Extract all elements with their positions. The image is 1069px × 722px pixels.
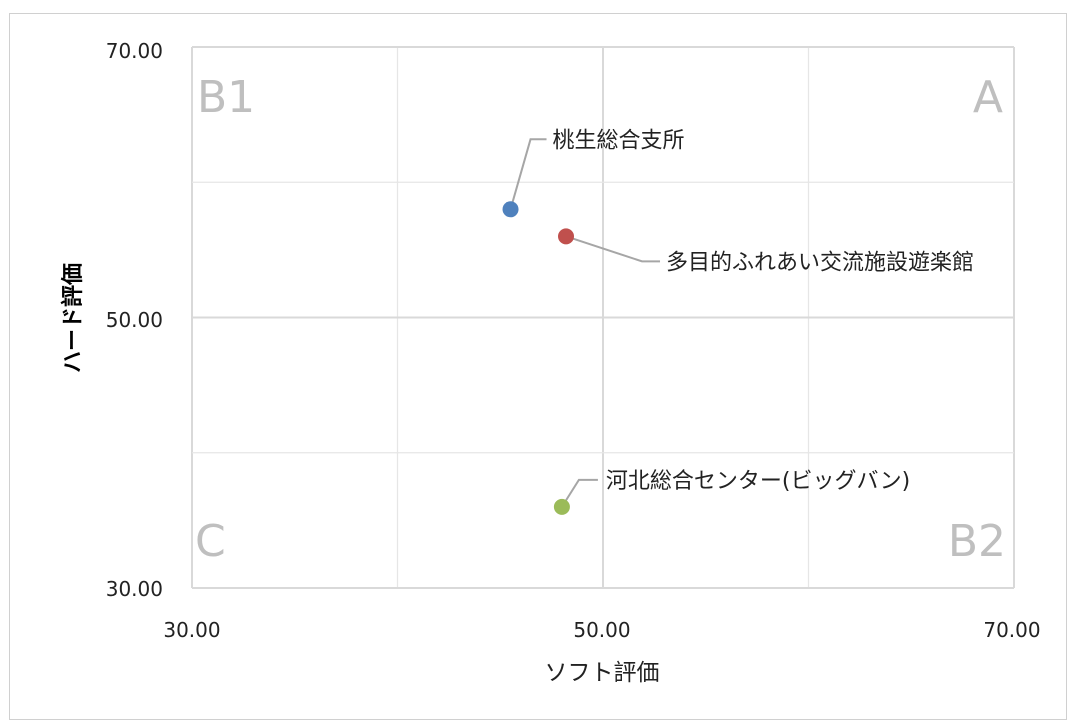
quadrant-label-b1: B1 (197, 72, 255, 123)
quadrant-label-c: C (195, 516, 226, 567)
x-tick-label: 50.00 (573, 618, 630, 642)
y-tick-label: 30.00 (106, 577, 163, 601)
x-axis-title: ソフト評価 (545, 660, 660, 686)
x-tick-label: 30.00 (163, 618, 220, 642)
x-tick-label: 70.00 (983, 618, 1040, 642)
data-point (553, 498, 570, 515)
chart-frame (9, 13, 1067, 720)
leader-line (509, 138, 547, 210)
leader-line (565, 235, 661, 263)
label-leader-lines (509, 138, 661, 508)
leader-line (561, 478, 598, 508)
data-point (558, 228, 575, 245)
y-tick-label: 70.00 (106, 39, 163, 63)
quadrant-label-b2: B2 (948, 516, 1006, 567)
data-point (502, 201, 519, 218)
y-axis-title: ハード評価 (60, 263, 86, 373)
gridlines (191, 46, 1015, 589)
data-label: 多目的ふれあい交流施設遊楽館 (666, 250, 974, 275)
quadrant-labels: B1 A C B2 (195, 72, 1006, 567)
quadrant-label-a: A (973, 72, 1003, 123)
y-axis-ticks: 30.00 50.00 70.00 (106, 39, 163, 601)
x-axis-ticks: 30.00 50.00 70.00 (163, 618, 1040, 642)
data-points (502, 201, 575, 515)
y-tick-label: 50.00 (106, 308, 163, 332)
data-label: 河北総合センター(ビッグバン) (606, 469, 910, 494)
data-label: 桃生総合支所 (553, 128, 685, 153)
